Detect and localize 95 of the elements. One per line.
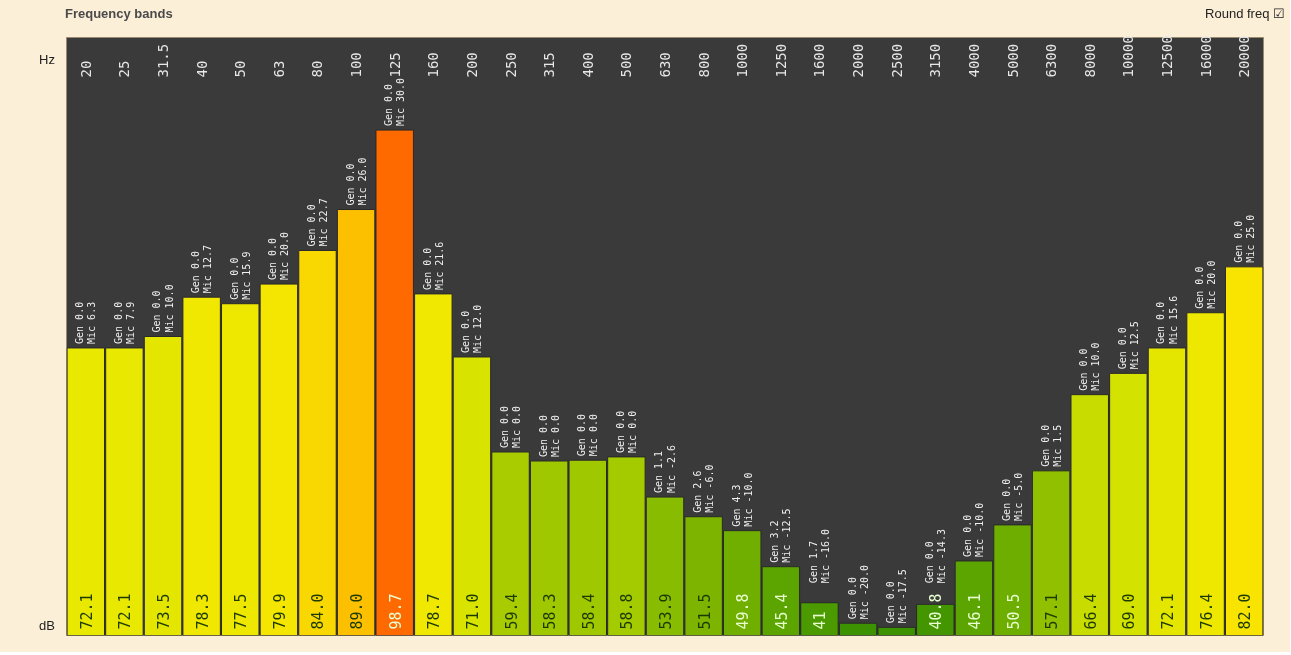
x-tick-label: 1000 [734, 43, 751, 78]
x-tick-label: 80 [309, 60, 326, 78]
x-tick-label: 63 [270, 60, 287, 78]
annotation: Gen 0.0 Mic -14.3 [923, 529, 947, 584]
annotation: Gen 1.1 Mic -2.6 [653, 444, 677, 494]
x-tick-label: 250 [502, 52, 519, 78]
annotation: Gen 0.0 Mic 12.5 [1116, 321, 1140, 370]
annotation: Gen 0.0 Mic -10.0 [962, 502, 986, 557]
chart-title: Frequency bands [65, 5, 173, 23]
annotation: Gen 0.0 Mic -5.0 [1000, 472, 1025, 521]
x-tick-label: 16000 [1197, 35, 1214, 78]
data-label: 59.4 [502, 593, 521, 630]
annotation: Gen 0.0 Mic 0.0 [614, 410, 638, 453]
x-tick-label: 1250 [772, 43, 789, 78]
annotation: Gen 0.0 Mic 15.9 [228, 251, 252, 300]
annotation: Gen 0.0 Mic 15.6 [1155, 295, 1179, 344]
data-label: 89.0 [348, 593, 367, 630]
x-tick-label: 31.5 [155, 43, 172, 78]
annotation: Gen 0.0 Mic 30.0 [383, 77, 407, 127]
data-label: 79.9 [270, 593, 289, 630]
data-label: 46.1 [965, 593, 984, 630]
x-tick-label: 40 [193, 60, 210, 78]
y-axis-title: dB [39, 617, 55, 635]
x-tick-label: 500 [618, 52, 635, 78]
annotation: Gen 0.0 Mic 26.0 [344, 157, 368, 206]
annotation: Gen 3.2 Mic -12.5 [769, 508, 793, 563]
data-label: 66.4 [1081, 593, 1100, 630]
x-tick-label: 160 [425, 52, 442, 78]
data-label: 73.5 [155, 593, 174, 630]
data-label: 71.0 [463, 593, 482, 630]
x-tick-label: 315 [541, 52, 558, 78]
x-tick-label: 25 [116, 60, 133, 78]
annotation: Gen 0.0 Mic 10.0 [1078, 342, 1102, 391]
x-tick-label: 2000 [850, 43, 867, 78]
x-axis-title: Hz [39, 51, 55, 69]
x-tick-label: 100 [348, 52, 365, 78]
annotation: Gen 0.0 Mic 1.5 [1039, 424, 1063, 467]
annotation: Gen 2.6 Mic -6.0 [692, 464, 716, 513]
data-label: 77.5 [232, 593, 251, 630]
data-label: 78.7 [425, 593, 444, 630]
x-tick-label: 630 [657, 52, 673, 78]
data-label: 58.8 [618, 593, 637, 630]
data-label: 76.4 [1197, 593, 1216, 630]
x-tick-label: 8000 [1081, 43, 1098, 78]
annotation: Gen 1.7 Mic -16.0 [807, 528, 831, 584]
data-label: 45.4 [772, 593, 791, 630]
x-tick-label: 5000 [1004, 43, 1021, 78]
x-tick-label: 20000 [1236, 35, 1253, 78]
data-label: 72.1 [116, 593, 135, 630]
data-label: 49.8 [734, 593, 753, 630]
x-tick-label: 12500 [1158, 35, 1175, 78]
text: Round freq ☑ [1205, 5, 1285, 23]
annotation: Gen 0.0 Mic -20.0 [846, 565, 870, 620]
data-label: 57.1 [1043, 593, 1062, 630]
annotation: Gen 0.0 Mic 6.3 [74, 301, 98, 344]
annotation: Gen 0.0 Mic 20.0 [267, 231, 291, 281]
data-label: 69.0 [1120, 593, 1139, 630]
x-tick-label: 50 [232, 60, 249, 78]
data-label: 82.0 [1236, 593, 1255, 630]
x-tick-label: 800 [695, 52, 712, 78]
annotation: Gen 0.0 Mic -17.5 [885, 569, 909, 624]
x-tick-label: 6300 [1043, 43, 1060, 78]
data-label: 78.3 [193, 593, 212, 630]
x-tick-label: 20 [77, 60, 94, 78]
data-label: 51.5 [695, 593, 714, 630]
data-label: 58.4 [579, 593, 598, 630]
annotation: Gen 0.0 Mic 0.0 [537, 414, 561, 458]
annotation: Gen 0.0 Mic 0.0 [576, 414, 600, 457]
annotation: Gen 0.0 Mic 20.0 [1194, 260, 1218, 309]
data-label: 50.5 [1004, 593, 1023, 630]
annotation: Gen 0.0 Mic 0.0 [499, 405, 523, 448]
data-label: 40.8 [927, 593, 946, 630]
x-tick-label: 10000 [1120, 35, 1137, 78]
annotation: Gen 4.3 Mic -10.0 [730, 472, 754, 527]
data-label: 72.1 [1158, 593, 1177, 630]
annotation: Gen 0.0 Mic 7.9 [112, 301, 136, 344]
x-tick-label: 200 [463, 52, 480, 78]
data-label: 98.7 [386, 593, 405, 630]
annotation: Gen 0.0 Mic 12.7 [190, 245, 214, 294]
annotation: Gen 0.0 Mic 10.0 [151, 284, 175, 333]
data-label: 72.1 [77, 593, 96, 630]
annotation: Gen 0.0 Mic 22.7 [305, 198, 330, 247]
data-label: 41 [811, 611, 830, 630]
x-tick-label: 4000 [965, 43, 982, 78]
annotation: Gen 0.0 Mic 25.0 [1232, 214, 1256, 263]
x-tick-label: 400 [579, 52, 596, 78]
annotation: Gen 0.0 Mic 21.6 [421, 241, 445, 290]
x-tick-label: 125 [386, 52, 403, 78]
x-tick-label: 2500 [888, 43, 905, 78]
annotation: Gen 0.0 Mic 12.0 [460, 304, 484, 353]
data-label: 84.0 [309, 593, 328, 630]
data-label: 58.3 [541, 593, 560, 630]
x-tick-label: 3150 [927, 43, 944, 78]
data-label: 53.9 [657, 593, 675, 630]
x-tick-label: 1600 [811, 43, 828, 78]
